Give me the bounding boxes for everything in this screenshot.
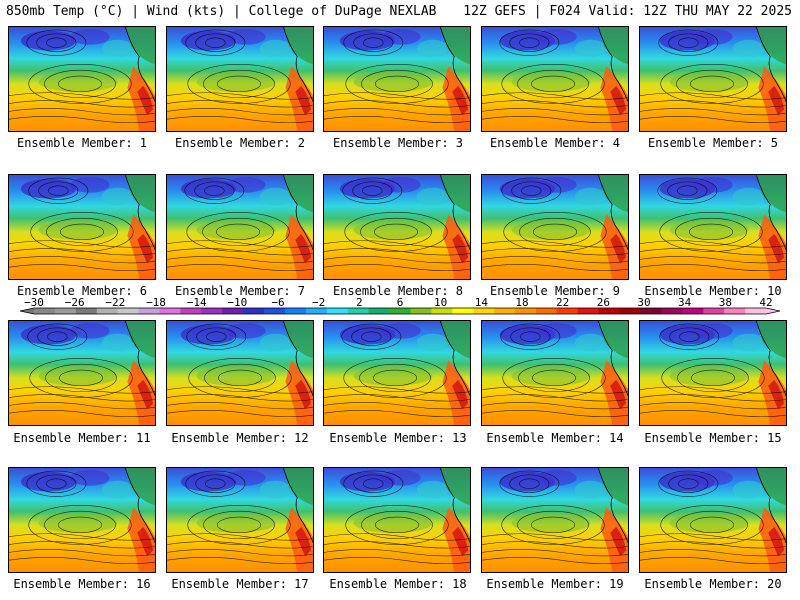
member-caption: Ensemble Member: 6 xyxy=(16,284,148,298)
colorbar-tick-label: 18 xyxy=(515,296,529,309)
colorbar-swatch xyxy=(598,308,620,314)
colorbar-swatch xyxy=(305,308,328,314)
colorbar-tick-label: −6 xyxy=(271,296,285,309)
member-map-12 xyxy=(166,320,314,426)
member-caption: Ensemble Member: 12 xyxy=(171,431,309,445)
member-map-16 xyxy=(8,467,156,573)
colorbar-swatch xyxy=(201,308,223,314)
member-caption: Ensemble Member: 10 xyxy=(644,284,782,298)
colorbar-tick-label: 38 xyxy=(718,296,732,309)
member-caption: Ensemble Member: 16 xyxy=(13,577,151,591)
member-map-1 xyxy=(8,26,156,132)
colorbar-swatch xyxy=(619,308,641,314)
colorbar-swatch xyxy=(243,308,265,314)
member-caption: Ensemble Member: 15 xyxy=(644,431,782,445)
member-map-18 xyxy=(323,467,471,573)
run-valid-time: 12Z GEFS | F024 Valid: 12Z THU MAY 22 20… xyxy=(463,4,792,19)
colorbar-swatch xyxy=(535,308,558,314)
colorbar-swatch xyxy=(452,308,474,314)
colorbar-swatch xyxy=(473,308,495,314)
member-map-20 xyxy=(639,467,787,573)
member-map-14 xyxy=(481,320,629,426)
colorbar-swatch xyxy=(556,308,579,314)
colorbar-swatch xyxy=(54,308,77,314)
colorbar-tick-label: 34 xyxy=(678,296,692,309)
product-title: 850mb Temp (°C) | Wind (kts) | College o… xyxy=(6,4,437,19)
member-map-7 xyxy=(166,174,314,280)
member-map-9 xyxy=(481,174,629,280)
colorbar-swatch xyxy=(368,308,390,314)
colorbar-tick-label: 22 xyxy=(556,296,570,309)
colorbar-swatch xyxy=(34,308,56,314)
colorbar-swatch xyxy=(180,308,202,314)
colorbar-tick-label: 42 xyxy=(759,296,773,309)
member-caption: Ensemble Member: 7 xyxy=(174,284,306,298)
colorbar-swatch xyxy=(96,308,119,314)
member-caption: Ensemble Member: 17 xyxy=(171,577,309,591)
member-caption: Ensemble Member: 14 xyxy=(486,431,624,445)
member-caption: Ensemble Member: 11 xyxy=(13,431,151,445)
colorbar-tick-label: −10 xyxy=(227,296,248,309)
colorbar-swatch xyxy=(159,308,181,314)
member-map-2 xyxy=(166,26,314,132)
colorbar-swatch xyxy=(389,308,411,314)
colorbar-swatch xyxy=(75,308,98,314)
colorbar-swatch xyxy=(745,308,767,314)
colorbar-swatch xyxy=(724,308,746,314)
colorbar-swatch xyxy=(494,308,516,314)
member-map-3 xyxy=(323,26,471,132)
colorbar-swatch xyxy=(284,308,307,314)
member-map-15 xyxy=(639,320,787,426)
member-caption: Ensemble Member: 4 xyxy=(489,136,621,150)
colorbar-tick-label: 2 xyxy=(356,296,363,309)
colorbar-swatch xyxy=(222,308,244,314)
colorbar-swatch xyxy=(515,308,537,314)
temperature-colorbar xyxy=(19,307,781,315)
colorbar-swatch xyxy=(661,308,683,314)
member-map-13 xyxy=(323,320,471,426)
member-map-11 xyxy=(8,320,156,426)
member-map-6 xyxy=(8,174,156,280)
colorbar-tick-label: 10 xyxy=(434,296,448,309)
colorbar-tick-label: −26 xyxy=(64,296,85,309)
colorbar-tick-label: 26 xyxy=(596,296,610,309)
member-caption: Ensemble Member: 19 xyxy=(486,577,624,591)
colorbar-swatch xyxy=(138,308,160,314)
colorbar-tick-label: −30 xyxy=(24,296,44,309)
colorbar-tick-label: −22 xyxy=(105,296,126,309)
member-map-19 xyxy=(481,467,629,573)
colorbar-tick-label: −2 xyxy=(312,296,326,309)
member-map-5 xyxy=(639,26,787,132)
colorbar-tick-label: −18 xyxy=(146,296,166,309)
member-caption: Ensemble Member: 13 xyxy=(329,431,467,445)
colorbar-swatch xyxy=(347,308,370,314)
member-caption: Ensemble Member: 20 xyxy=(644,577,782,591)
colorbar-outline xyxy=(19,307,781,315)
colorbar-tick-label: 14 xyxy=(474,296,488,309)
colorbar-tick-label: 30 xyxy=(637,296,651,309)
colorbar-swatch xyxy=(117,308,139,314)
member-map-10 xyxy=(639,174,787,280)
member-caption: Ensemble Member: 3 xyxy=(332,136,464,150)
member-caption: Ensemble Member: 9 xyxy=(489,284,621,298)
colorbar-swatch xyxy=(640,308,662,314)
colorbar-swatch xyxy=(326,308,349,314)
colorbar-swatch xyxy=(264,308,286,314)
colorbar-tick-label: −14 xyxy=(186,296,207,309)
member-caption: Ensemble Member: 8 xyxy=(332,284,464,298)
colorbar-swatch xyxy=(682,308,704,314)
member-map-8 xyxy=(323,174,471,280)
colorbar-swatch xyxy=(410,308,432,314)
member-caption: Ensemble Member: 5 xyxy=(647,136,779,150)
colorbar-swatch xyxy=(431,308,453,314)
member-caption: Ensemble Member: 2 xyxy=(174,136,306,150)
member-caption: Ensemble Member: 1 xyxy=(16,136,148,150)
member-map-17 xyxy=(166,467,314,573)
member-caption: Ensemble Member: 18 xyxy=(329,577,467,591)
member-map-4 xyxy=(481,26,629,132)
colorbar-swatch xyxy=(703,308,725,314)
colorbar-tick-label: 6 xyxy=(396,296,404,309)
colorbar-swatch xyxy=(577,308,600,314)
